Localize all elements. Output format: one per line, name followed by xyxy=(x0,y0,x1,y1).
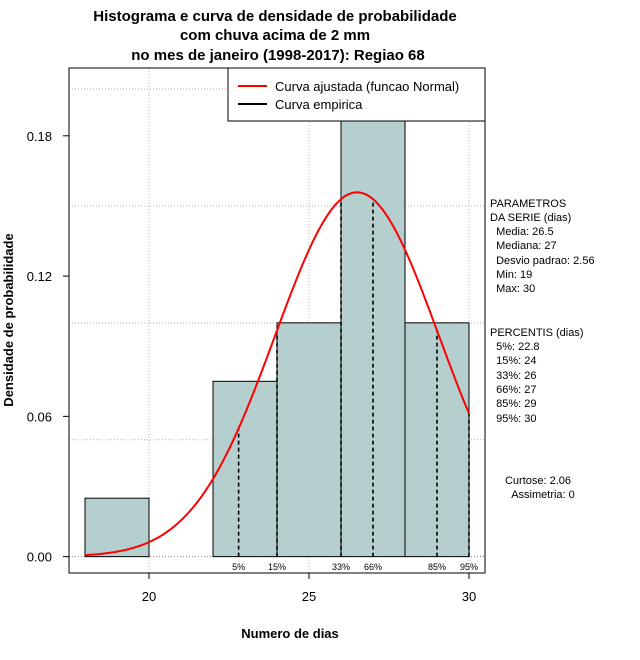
y-tick-label: 0.06 xyxy=(27,409,52,424)
percentile-label: 85% xyxy=(428,562,446,572)
param-max: Max: 30 xyxy=(490,283,535,295)
legend-label-empirical: Curva empirica xyxy=(275,97,363,112)
percentil-5: 5%: 22.8 xyxy=(490,341,540,353)
x-axis-title: Numero de dias xyxy=(241,626,339,641)
percentis-title: PERCENTIS (dias) xyxy=(490,327,584,339)
percentil-85: 85%: 29 xyxy=(490,398,536,410)
param-desvio: Desvio padrao: 2.56 xyxy=(490,255,595,267)
histogram-bars xyxy=(84,88,470,558)
normal-curve xyxy=(84,191,470,557)
chart-title-line-1: Histograma e curva de densidade de proba… xyxy=(93,8,456,25)
assimetria-text: Assimetria: 0 xyxy=(511,489,575,501)
param-mediana: Mediana: 27 xyxy=(490,240,557,252)
side-panel: PARAMETROS DA SERIE (dias) Media: 26.5 M… xyxy=(490,198,595,501)
percentile-label: 15% xyxy=(268,562,286,572)
curtose-text: Curtose: 2.06 xyxy=(505,475,571,487)
percentil-15: 15%: 24 xyxy=(490,355,536,367)
x-tick-label: 25 xyxy=(302,589,316,604)
y-tick-label: 0.12 xyxy=(27,269,52,284)
chart-title-line-3: no mes de janeiro (1998-2017): Regiao 68 xyxy=(131,47,424,64)
percentil-66: 66%: 27 xyxy=(490,384,536,396)
percentile-label: 66% xyxy=(364,562,382,572)
legend: Curva ajustada (funcao Normal) Curva emp… xyxy=(227,67,486,122)
legend-label-normal: Curva ajustada (funcao Normal) xyxy=(275,79,459,94)
param-min: Min: 19 xyxy=(490,269,532,281)
percentile-label: 33% xyxy=(332,562,350,572)
y-tick-label: 0.00 xyxy=(27,550,52,565)
chart-title-line-2: com chuva acima de 2 mm xyxy=(180,27,370,44)
percentile-lines: 5% 15% 33% 66% 85% 95% xyxy=(232,199,478,572)
y-tick-label: 0.18 xyxy=(27,129,52,144)
legend-box xyxy=(227,67,486,122)
axes: 20 25 30 0.00 0.06 0.12 0.18 xyxy=(27,129,477,604)
y-axis-title: Densidade de probabilidade xyxy=(1,233,16,406)
percentile-label: 5% xyxy=(232,562,245,572)
x-tick-label: 20 xyxy=(142,589,156,604)
x-tick-label: 30 xyxy=(462,589,476,604)
normal-curve-path xyxy=(84,191,470,557)
percentil-33: 33%: 26 xyxy=(490,370,536,382)
param-title: PARAMETROS xyxy=(490,198,566,210)
histogram-bar xyxy=(84,497,150,558)
param-media: Media: 26.5 xyxy=(490,226,554,238)
percentil-95: 95%: 30 xyxy=(490,413,536,425)
histogram-bar xyxy=(276,322,342,558)
histogram-bar xyxy=(212,380,278,558)
percentile-label: 95% xyxy=(460,562,478,572)
param-subtitle: DA SERIE (dias) xyxy=(490,212,571,224)
